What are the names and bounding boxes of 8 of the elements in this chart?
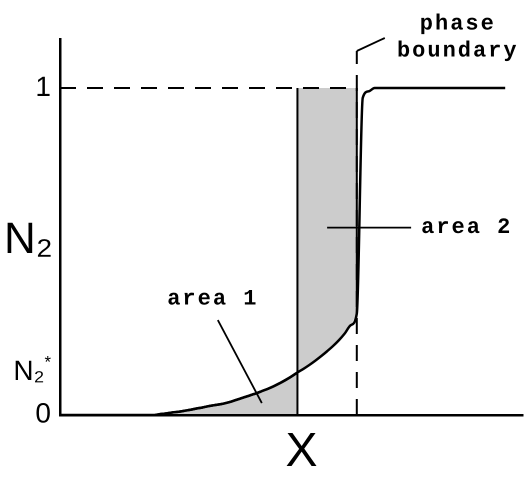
text: area 1 [167,286,258,312]
annotation: area 2 [421,215,512,240]
y-axis-title: N₂ [4,214,53,264]
y-tick-label: 1 [35,70,52,102]
annotation: phase boundary [396,12,519,64]
y-tick-label: 0 [35,398,52,429]
x-axis-title: X [285,424,318,477]
y-tick-label: N₂* [13,352,52,386]
